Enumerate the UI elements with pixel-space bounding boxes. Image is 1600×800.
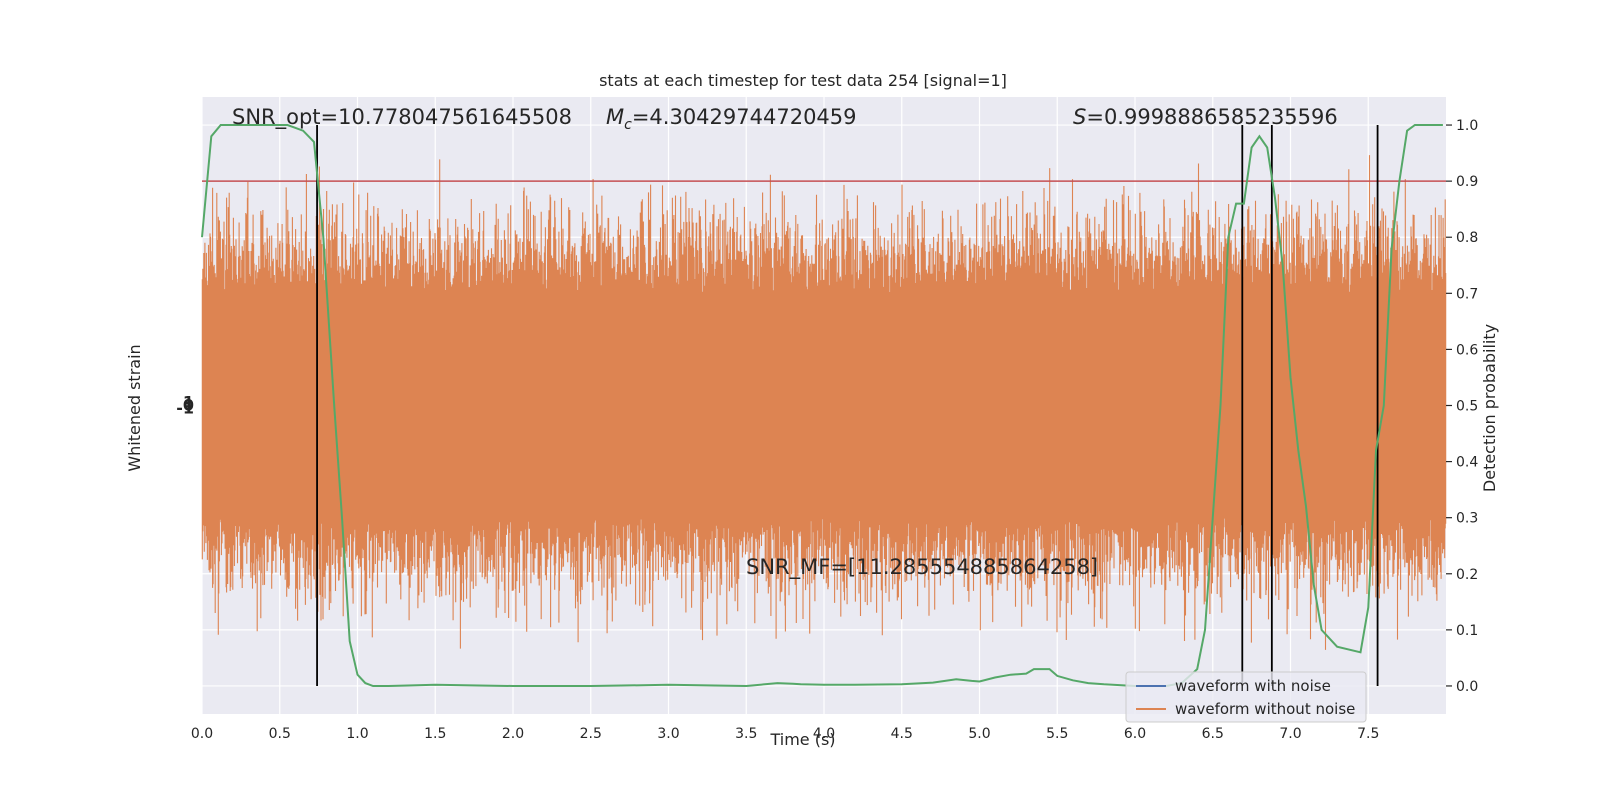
- y-right-tick-label: 0.6: [1456, 342, 1478, 358]
- y-right-tick-label: 0.0: [1456, 679, 1478, 695]
- chart-title: stats at each timestep for test data 254…: [599, 71, 1007, 90]
- y-right-tick-label: 0.8: [1456, 230, 1478, 246]
- snr-mf-annotation: SNR_MF=[11.285554885864258]: [746, 555, 1098, 580]
- snr-opt-annotation: SNR_opt=10.778047561645508: [232, 105, 572, 130]
- x-axis-label: Time (s): [769, 730, 835, 749]
- y-right-tick-label: 0.3: [1456, 511, 1478, 527]
- x-tick-label: 1.0: [346, 726, 368, 742]
- x-tick-label: 7.0: [1279, 726, 1301, 742]
- legend-label-with-noise: waveform with noise: [1175, 677, 1331, 695]
- y-left-axis-label: Whitened strain: [125, 344, 144, 471]
- x-axis-ticks: 0.0 0.5 1.0 1.5 2.0 2.5 3.0 3.5 4.0 4.5 5.0 5.5 6.0 6…: [191, 726, 1380, 742]
- y-right-axis-label: Detection probability: [1480, 324, 1499, 492]
- legend: waveform with noise waveform without noi…: [1125, 671, 1367, 723]
- x-tick-label: 2.0: [502, 726, 524, 742]
- legend-label-without-noise: waveform without noise: [1175, 700, 1355, 718]
- y-right-tick-label: 0.9: [1456, 174, 1478, 190]
- y-right-tick-label: 0.7: [1456, 286, 1478, 302]
- y-left-tick-label: -1: [176, 399, 194, 418]
- x-tick-label: 4.0: [813, 726, 835, 742]
- y-right-tick-label: 0.1: [1456, 623, 1478, 639]
- x-tick-label: 6.0: [1124, 726, 1146, 742]
- waveform-without-noise-series: [201, 155, 1447, 650]
- s-statistic-annotation: S=0.9998886585235596: [1073, 105, 1338, 129]
- detection-probability-line: [201, 124, 1443, 688]
- y-right-tick-label: 0.4: [1456, 455, 1478, 471]
- s-value: =0.9998886585235596: [1086, 105, 1337, 129]
- chirp-mass-annotation: Mc=4.30429744720459: [606, 105, 857, 133]
- y-right-tick-label: 0.2: [1456, 567, 1478, 583]
- x-tick-label: 3.0: [657, 726, 679, 742]
- x-tick-label: 4.5: [891, 726, 913, 742]
- y-right-tick-label: 0.5: [1456, 399, 1478, 415]
- vertical-marker-lines: [316, 125, 1379, 686]
- x-tick-label: 0.5: [269, 726, 291, 742]
- y-right-axis-ticks: 0.0 0.1 0.2 0.3 0.4 0.5 0.6 0.7 0.8 0.9 1.0: [1446, 118, 1478, 695]
- x-tick-label: 2.5: [580, 726, 602, 742]
- x-tick-label: 0.0: [191, 726, 213, 742]
- x-tick-label: 1.5: [424, 726, 446, 742]
- x-tick-label: 5.0: [968, 726, 990, 742]
- chirp-mass-value: =4.30429744720459: [632, 105, 857, 129]
- y-left-axis-ticks: -101: [176, 393, 194, 418]
- y-left-tick-label: 1: [183, 393, 194, 412]
- s-symbol: S: [1073, 105, 1086, 129]
- x-tick-label: 3.5: [735, 726, 757, 742]
- y-left-tick-label: 0: [183, 396, 194, 415]
- y-right-tick-label: 1.0: [1456, 118, 1478, 134]
- x-tick-label: 7.5: [1357, 726, 1379, 742]
- x-tick-label: 5.5: [1046, 726, 1068, 742]
- noise-spikes: [201, 155, 1447, 650]
- chirp-mass-subscript: c: [624, 117, 632, 133]
- x-tick-label: 6.5: [1202, 726, 1224, 742]
- chirp-mass-symbol: M: [606, 105, 624, 129]
